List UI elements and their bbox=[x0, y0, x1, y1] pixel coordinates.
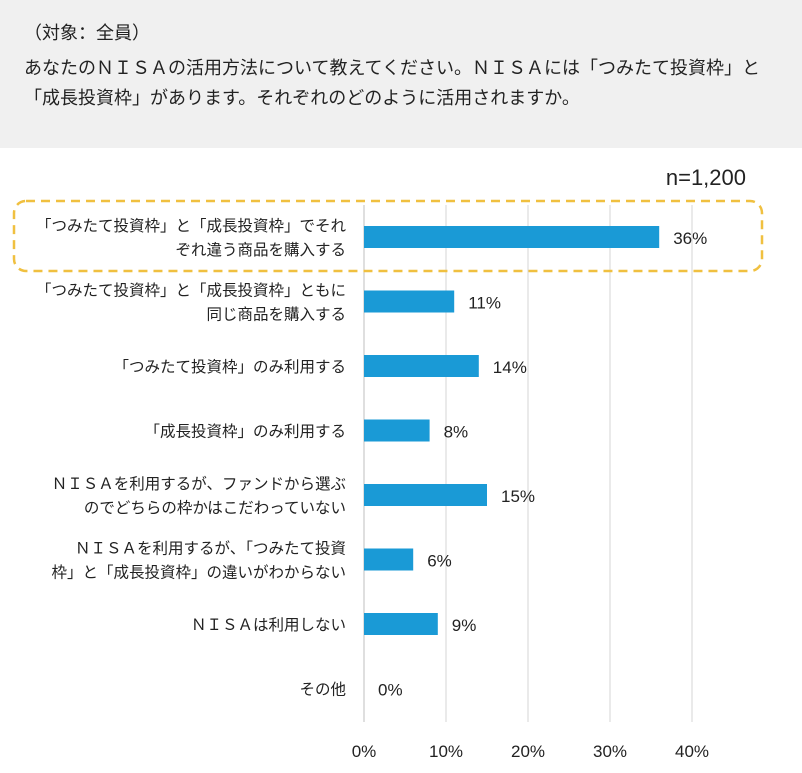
category-label: 「成長投資枠」のみ利用する bbox=[144, 423, 346, 441]
bar bbox=[364, 484, 487, 506]
survey-question: あなたのＮＩＳＡの活用方法について教えてください。ＮＩＳＡには「つみたて投資枠」… bbox=[24, 54, 802, 114]
bar bbox=[364, 613, 438, 635]
bar bbox=[364, 419, 430, 442]
category-label: 同じ商品を購入する bbox=[206, 306, 346, 324]
category-label: その他 bbox=[299, 681, 346, 699]
value-label: 11% bbox=[468, 294, 501, 313]
value-label: 6% bbox=[427, 552, 452, 571]
value-label: 9% bbox=[452, 616, 477, 635]
category-label: のでどちらの枠かはこだわっていない bbox=[84, 499, 346, 517]
x-tick-label: 30% bbox=[593, 742, 627, 761]
value-label: 8% bbox=[444, 423, 469, 442]
category-label: ＮＩＳＡを利用するが、ファンドから選ぶ bbox=[52, 475, 346, 493]
bar bbox=[364, 226, 660, 248]
category-label: ぞれ違う商品を購入する bbox=[175, 241, 346, 259]
x-tick-label: 20% bbox=[511, 742, 545, 761]
value-label: 15% bbox=[501, 487, 535, 506]
value-label: 36% bbox=[673, 229, 707, 248]
value-label: 0% bbox=[378, 681, 403, 700]
question-line-1: あなたのＮＩＳＡの活用方法について教えてください。ＮＩＳＡには「つみたて投資枠」… bbox=[24, 58, 761, 79]
value-label: 14% bbox=[493, 358, 527, 377]
x-tick-label: 10% bbox=[429, 742, 463, 761]
category-label: 「つみたて投資枠」と「成長投資枠」でそれ bbox=[36, 217, 347, 235]
bar bbox=[364, 355, 479, 377]
category-label: ＮＩＳＡは利用しない bbox=[191, 616, 346, 634]
category-label: ＮＩＳＡを利用するが、「つみたて投資 bbox=[75, 540, 346, 558]
bar bbox=[364, 548, 414, 571]
question-header: （対象：全員） あなたのＮＩＳＡの活用方法について教えてください。ＮＩＳＡには「… bbox=[0, 0, 802, 148]
bar bbox=[364, 290, 455, 313]
category-label: 枠」と「成長投資枠」の違いがわからない bbox=[51, 564, 346, 582]
survey-subject: （対象：全員） bbox=[24, 23, 150, 44]
category-label: 「つみたて投資枠」のみ利用する bbox=[113, 358, 346, 376]
question-line-2: 「成長投資枠」があります。それぞれのどのように活用されますか。 bbox=[24, 88, 580, 109]
x-tick-label: 0% bbox=[352, 742, 377, 761]
sample-size: n=1,200 bbox=[665, 165, 746, 190]
x-tick-label: 40% bbox=[675, 742, 709, 761]
highlight-box bbox=[12, 199, 764, 273]
category-label: 「つみたて投資枠」と「成長投資枠」ともに bbox=[36, 282, 346, 300]
